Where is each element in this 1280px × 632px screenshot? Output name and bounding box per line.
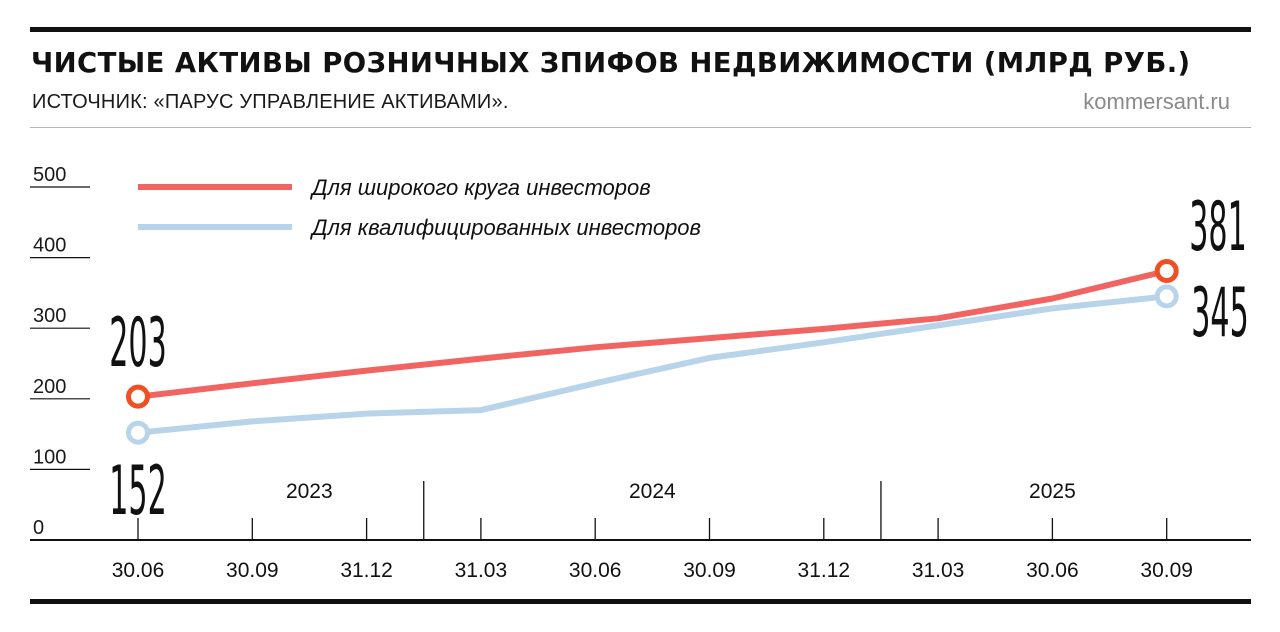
legend-label: Для квалифицированных инвесторов [309, 215, 701, 240]
data-point [126, 384, 150, 409]
y-tick-label: 0 [33, 517, 44, 539]
x-tick-label: 30.09 [226, 559, 279, 582]
y-tick-label: 400 [33, 235, 66, 257]
legend-label: Для широкого круга инвесторов [309, 175, 651, 200]
year-label: 2024 [629, 480, 676, 503]
data-label: 203 [109, 304, 166, 383]
x-tick-label: 30.06 [112, 559, 165, 582]
data-label: 152 [109, 452, 166, 531]
data-label: 381 [1189, 188, 1246, 267]
year-label: 2023 [286, 480, 333, 503]
x-tick-label: 30.06 [1026, 559, 1079, 582]
x-tick-label: 31.03 [912, 559, 965, 582]
y-tick-label: 200 [33, 376, 66, 398]
x-tick-label: 31.12 [798, 559, 851, 582]
series-line [135, 293, 1170, 436]
y-tick-label: 100 [33, 446, 66, 468]
y-tick-label: 300 [33, 305, 66, 327]
site-label: kommersant.ru [1083, 89, 1230, 114]
bottom-rule [30, 599, 1251, 604]
x-tick-label: 31.12 [340, 559, 393, 582]
x-tick-label: 30.09 [1140, 559, 1193, 582]
data-point [1154, 259, 1179, 284]
x-tick-label: 30.09 [683, 559, 736, 582]
x-tick-label: 30.06 [569, 559, 622, 582]
data-label: 345 [1191, 274, 1248, 353]
top-rule [30, 27, 1251, 32]
data-point [126, 420, 150, 445]
chart-source: ИСТОЧНИК: «ПАРУС УПРАВЛЕНИЕ АКТИВАМИ». [32, 91, 509, 113]
chart-title: ЧИСТЫЕ АКТИВЫ РОЗНИЧНЫХ ЗПИФОВ НЕДВИЖИМО… [31, 47, 1191, 79]
x-tick-label: 31.03 [455, 559, 508, 582]
header-divider [30, 127, 1251, 128]
series-line [135, 268, 1170, 400]
year-label: 2025 [1029, 480, 1076, 503]
data-point [1154, 284, 1179, 309]
y-tick-label: 500 [33, 164, 66, 186]
